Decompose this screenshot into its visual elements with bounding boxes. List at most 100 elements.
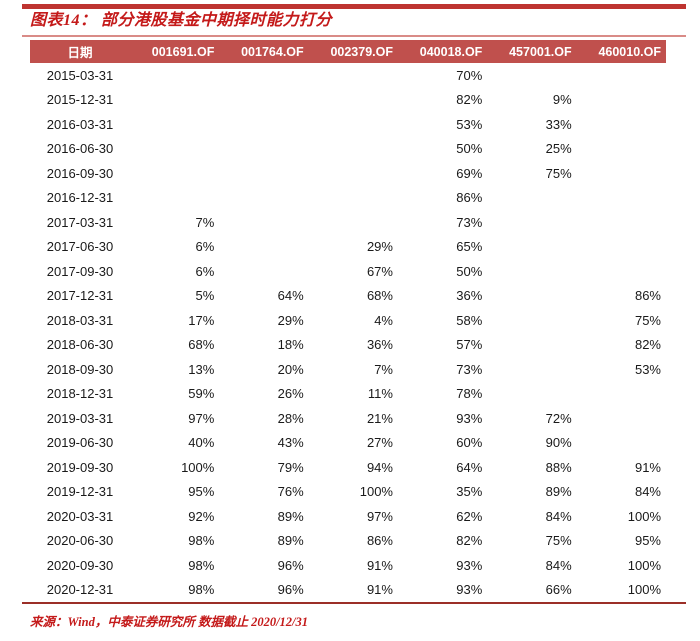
value-cell: 94% [366, 459, 393, 475]
value-cell [487, 210, 576, 235]
value-cell: 91% [366, 557, 393, 573]
value-cell [219, 235, 308, 260]
value-cell: 98% [188, 582, 215, 598]
value-cell: 100% [627, 508, 661, 524]
value-cell: 100% [181, 459, 215, 475]
value-cell: 89% [277, 508, 304, 524]
table-row: 2019-06-30 40% 43% 27% 60% 90% [30, 431, 666, 456]
value-cell: 88% [545, 459, 572, 475]
value-cell: 89% [545, 484, 572, 500]
value-cell [577, 137, 666, 162]
value-cell: 17% [188, 312, 215, 328]
value-cell: 53% [456, 116, 483, 132]
value-cell [309, 137, 398, 162]
value-cell: 64% [277, 288, 304, 304]
date-cell: 2016-12-31 [46, 190, 114, 206]
table-row: 2016-12-31 86% [30, 186, 666, 211]
value-cell: 70% [456, 67, 483, 83]
table-row: 2018-09-30 13% 20% 7% 73% 53% [30, 357, 666, 382]
value-cell: 79% [277, 459, 304, 475]
date-cell: 2020-09-30 [46, 557, 114, 573]
value-cell [577, 259, 666, 284]
value-cell: 90% [545, 435, 572, 451]
value-cell: 69% [456, 165, 483, 181]
value-cell: 27% [366, 435, 393, 451]
value-cell: 84% [545, 508, 572, 524]
value-cell: 36% [456, 288, 483, 304]
date-cell: 2017-06-30 [46, 239, 114, 255]
value-cell [487, 382, 576, 407]
table-row: 2015-03-31 70% [30, 63, 666, 88]
value-cell: 72% [545, 410, 572, 426]
value-cell [487, 235, 576, 260]
value-cell: 98% [188, 533, 215, 549]
date-cell: 2018-12-31 [46, 386, 114, 402]
value-cell: 78% [456, 386, 483, 402]
value-cell: 7% [195, 214, 215, 230]
value-cell [309, 112, 398, 137]
value-cell: 5% [195, 288, 215, 304]
top-rule [22, 4, 686, 9]
value-cell [219, 63, 308, 88]
date-cell: 2017-09-30 [46, 263, 114, 279]
value-cell: 73% [456, 361, 483, 377]
value-cell: 93% [456, 410, 483, 426]
value-cell: 67% [366, 263, 393, 279]
value-cell: 25% [545, 141, 572, 157]
value-cell [577, 63, 666, 88]
value-cell: 91% [634, 459, 661, 475]
value-cell [130, 137, 219, 162]
source-note: 来源：Wind，中泰证券研究所 数据截止 2020/12/31 [30, 615, 309, 629]
value-cell [577, 431, 666, 456]
value-cell: 53% [634, 361, 661, 377]
value-cell: 92% [188, 508, 215, 524]
value-cell [487, 259, 576, 284]
value-cell: 75% [545, 165, 572, 181]
date-cell: 2016-03-31 [46, 116, 114, 132]
value-cell: 95% [188, 484, 215, 500]
table-row: 2020-03-31 92% 89% 97% 62% 84% 100% [30, 504, 666, 529]
value-cell [309, 88, 398, 113]
value-cell: 59% [188, 386, 215, 402]
value-cell [577, 88, 666, 113]
value-cell [219, 210, 308, 235]
table-row: 2020-09-30 98% 96% 91% 93% 84% 100% [30, 553, 666, 578]
date-cell: 2020-12-31 [46, 582, 114, 598]
value-cell: 28% [277, 410, 304, 426]
date-cell: 2020-06-30 [46, 533, 114, 549]
value-cell: 100% [627, 582, 661, 598]
column-header-fund: 457001.OF [487, 40, 577, 63]
table-row: 2017-03-31 7% 73% [30, 210, 666, 235]
value-cell [309, 210, 398, 235]
date-cell: 2019-06-30 [46, 435, 114, 451]
value-cell: 57% [456, 337, 483, 353]
table-row: 2015-12-31 82% 9% [30, 88, 666, 113]
date-cell: 2015-12-31 [46, 92, 114, 108]
value-cell: 73% [456, 214, 483, 230]
table-row: 2017-12-31 5% 64% 68% 36% 86% [30, 284, 666, 309]
value-cell: 58% [456, 312, 483, 328]
value-cell: 62% [456, 508, 483, 524]
date-cell: 2016-09-30 [46, 165, 114, 181]
value-cell: 86% [456, 190, 483, 206]
table-row: 2016-06-30 50% 25% [30, 137, 666, 162]
table-row: 2017-06-30 6% 29% 65% [30, 235, 666, 260]
value-cell [487, 333, 576, 358]
value-cell: 29% [277, 312, 304, 328]
value-cell [487, 284, 576, 309]
value-cell [487, 186, 576, 211]
value-cell: 98% [188, 557, 215, 573]
value-cell: 20% [277, 361, 304, 377]
table-row: 2018-12-31 59% 26% 11% 78% [30, 382, 666, 407]
column-header-fund: 001764.OF [219, 40, 309, 63]
value-cell: 76% [277, 484, 304, 500]
value-cell: 68% [188, 337, 215, 353]
value-cell: 7% [374, 361, 393, 377]
date-cell: 2018-03-31 [46, 312, 114, 328]
value-cell [130, 161, 219, 186]
value-cell [130, 186, 219, 211]
value-cell: 21% [366, 410, 393, 426]
value-cell: 40% [188, 435, 215, 451]
title-underline-rule [22, 35, 686, 37]
